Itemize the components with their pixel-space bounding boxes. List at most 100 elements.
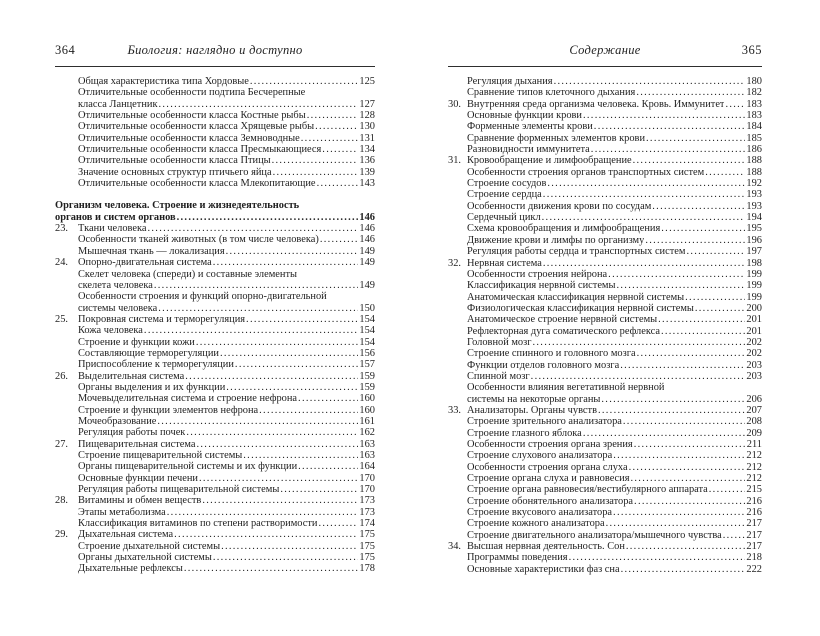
dot-leader — [273, 167, 359, 178]
entry-title: Сердечный цикл — [467, 212, 541, 224]
entry-page: 170 — [359, 484, 375, 496]
dot-leader — [601, 394, 745, 405]
entry-title: Внутренняя среда организма человека. Кро… — [467, 98, 725, 110]
toc-entry-line: Отличительные особенности класса Костные… — [55, 110, 375, 121]
dot-leader — [695, 303, 746, 314]
dot-leader — [307, 110, 359, 121]
toc-entry-line: Головной мозг 202 — [448, 337, 762, 348]
entry-page: 131 — [359, 132, 375, 144]
toc-entry-line: Особенности строения и функций опорно-дв… — [55, 291, 375, 302]
entry-title: Этапы метаболизма — [78, 506, 166, 518]
entry-page: 199 — [746, 280, 762, 292]
dot-leader — [633, 155, 746, 166]
dot-leader — [723, 530, 746, 541]
dot-leader — [250, 76, 359, 87]
entry-page: 209 — [746, 427, 762, 439]
toc-entry-line: Отличительные особенности класса Хрящевы… — [55, 121, 375, 132]
entry-page: 146 — [359, 223, 375, 235]
entry-page: 208 — [746, 416, 762, 428]
toc-entry-line: класса Ланцетник 127 — [55, 99, 375, 110]
page-header-right: Содержание 365 — [448, 42, 762, 67]
entry-title: Сравнение форменных элементов крови — [467, 132, 646, 144]
toc-entry-line: Строение кожного анализатора 217 — [448, 518, 762, 529]
entry-page: 195 — [746, 223, 762, 235]
toc-entry-line: Отличительные особенности класса Земново… — [55, 133, 375, 144]
entry-page: 143 — [359, 178, 375, 190]
entry-page: 203 — [746, 359, 762, 371]
dot-leader — [613, 507, 745, 518]
entry-page: 154 — [359, 313, 375, 325]
toc-entry-line: Органы дыхательной системы 175 — [55, 552, 375, 563]
dot-leader — [213, 552, 359, 563]
entry-title: Строение глазного яблока — [467, 427, 582, 439]
dot-leader — [199, 473, 358, 484]
toc-entry-line: Форменные элементы крови 184 — [448, 121, 762, 132]
entry-title: Органы дыхательной системы — [78, 552, 212, 564]
entry-page: 125 — [359, 76, 375, 87]
toc-entry-line: Регуляция дыхания 180 — [448, 76, 762, 87]
entry-page: 170 — [359, 472, 375, 484]
entry-title: Составляющие терморегуляции — [78, 347, 219, 359]
toc-entry-line: Общая характеристика типа Хордовые 125 — [55, 76, 375, 87]
dot-leader — [280, 484, 358, 495]
entry-title: Строение органа равновесия/вестибулярног… — [467, 484, 708, 496]
entry-title: Строение вкусового анализатора — [467, 507, 613, 519]
entry-title: Опорно-двигательная система — [78, 257, 212, 269]
toc-entry-line: 28. Витамины и обмен веществ 173 — [55, 495, 375, 506]
toc-entry-line: Схема кровообращения и лимфообращения 195 — [448, 223, 762, 234]
entry-title: Ткани человека — [78, 223, 147, 235]
toc-entry-line: Строение и функции кожи 154 — [55, 337, 375, 348]
entry-title: Мочеобразование — [78, 415, 157, 427]
dot-leader — [196, 337, 359, 348]
entry-page: 159 — [359, 381, 375, 393]
toc-entry-line: Сравнение форменных элементов крови 185 — [448, 133, 762, 144]
toc-entry-line: Строение обонятельного анализатора 216 — [448, 496, 762, 507]
dot-leader — [226, 382, 358, 393]
entry-title: Физиологическая классификация нервной си… — [467, 302, 694, 314]
entry-title: органов и систем органов — [55, 211, 176, 223]
entry-title: Регуляция работы сердца и транспортных с… — [467, 246, 686, 258]
entry-title: Классификация витаминов по степени раств… — [78, 518, 318, 530]
entry-title: Движение крови и лимфы по организму — [467, 234, 645, 246]
folio-left: 364 — [55, 43, 76, 57]
toc-entry-line: Составляющие терморегуляции 156 — [55, 348, 375, 359]
dot-leader — [197, 439, 359, 450]
entry-number: 23. — [55, 223, 68, 235]
dot-leader — [542, 212, 746, 223]
dot-leader — [318, 518, 358, 529]
entry-page: 186 — [746, 144, 762, 156]
entry-page: 217 — [746, 529, 762, 541]
entry-page: 159 — [359, 370, 375, 382]
dot-leader — [623, 416, 746, 427]
entry-page: 175 — [359, 529, 375, 541]
entry-page: 206 — [746, 393, 762, 405]
dot-leader — [631, 473, 746, 484]
entry-title: Нервная система — [467, 257, 542, 269]
entry-title: Отличительные особенности класса Костные… — [78, 110, 306, 122]
entry-title: Отличительные особенности класса Пресмык… — [78, 144, 322, 156]
entry-title: Особенности строения органа зрения — [467, 439, 633, 450]
entry-title: Особенности строения органов транспортны… — [467, 166, 705, 178]
toc-list-right: Регуляция дыхания180Сравнение типов клет… — [448, 76, 762, 575]
toc-entry-line: Значение основных структур птичьего яйца… — [55, 167, 375, 178]
entry-page: 180 — [746, 76, 762, 87]
dot-leader — [598, 405, 745, 416]
toc-entry-line: Анатомическое строение нервной системы 20… — [448, 314, 762, 325]
entry-page: 199 — [746, 268, 762, 280]
dot-leader — [243, 450, 358, 461]
dot-leader — [315, 121, 358, 132]
dot-leader — [272, 155, 359, 166]
entry-title: Строение слухового анализатора — [467, 450, 613, 462]
toc-entry-line: Регуляция работы почек 162 — [55, 427, 375, 438]
dot-leader — [154, 280, 359, 291]
entry-title: Кожа человека — [78, 325, 143, 337]
toc-entry-line: Строение спинного и головного мозга 202 — [448, 348, 762, 359]
dot-leader — [221, 541, 358, 552]
entry-title: Функции отделов головного мозга — [467, 359, 620, 371]
entry-page: 150 — [359, 302, 375, 314]
page-left: 364 Биология: наглядно и доступно Общая … — [55, 42, 375, 575]
dot-leader — [301, 133, 359, 144]
toc-entry-line: Кожа человека 154 — [55, 325, 375, 336]
entry-page: 160 — [359, 404, 375, 416]
entry-page: 188 — [746, 155, 762, 167]
